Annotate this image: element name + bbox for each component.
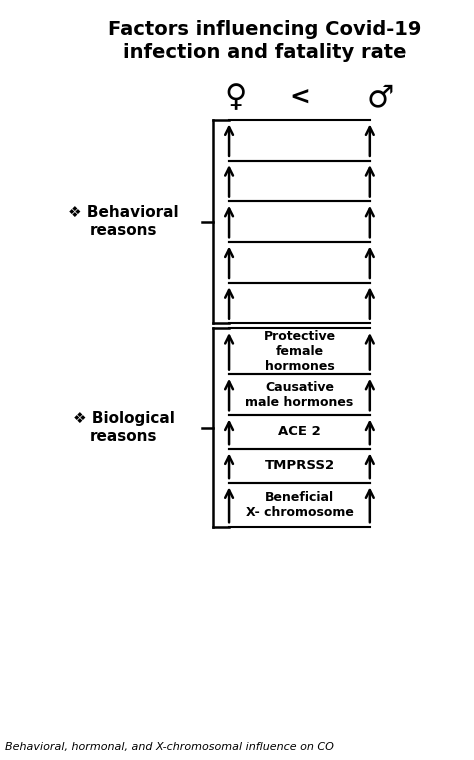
Text: ACE 2: ACE 2 — [278, 426, 321, 439]
Text: Causative
male hormones: Causative male hormones — [246, 381, 354, 409]
Text: Protective
female
hormones: Protective female hormones — [264, 330, 336, 373]
Text: Factors influencing Covid-19
infection and fatality rate: Factors influencing Covid-19 infection a… — [108, 20, 421, 62]
Text: ❖ Biological
reasons: ❖ Biological reasons — [73, 411, 174, 445]
Text: ❖ Behavioral
reasons: ❖ Behavioral reasons — [68, 204, 179, 239]
Text: Behavioral, hormonal, and X-chromosomal influence on CO: Behavioral, hormonal, and X-chromosomal … — [5, 743, 334, 752]
Text: <: < — [289, 86, 310, 109]
Text: ♂: ♂ — [366, 84, 394, 112]
Text: Beneficial
X- chromosome: Beneficial X- chromosome — [246, 491, 354, 519]
Text: ♀: ♀ — [224, 84, 246, 112]
Text: TMPRSS2: TMPRSS2 — [264, 459, 335, 472]
